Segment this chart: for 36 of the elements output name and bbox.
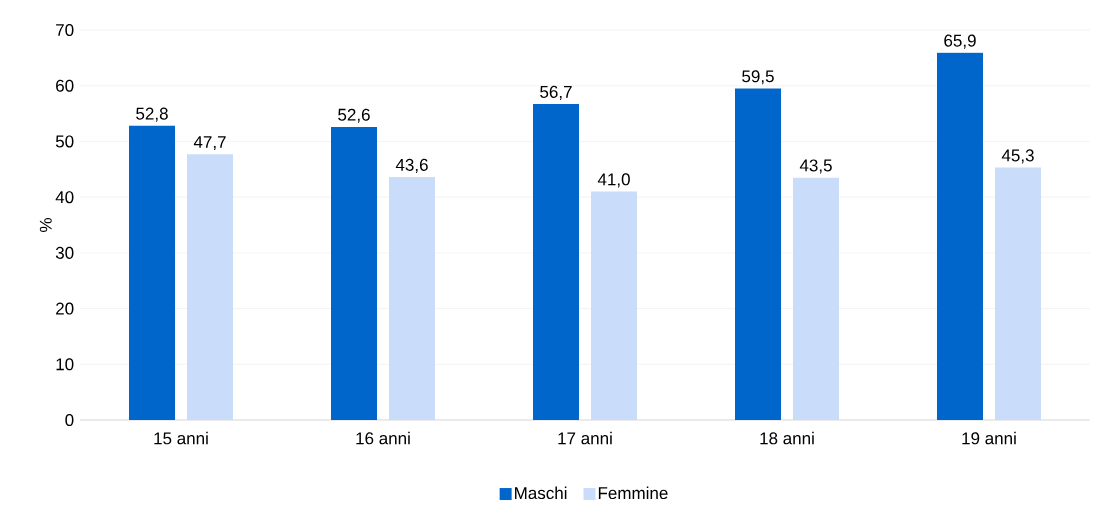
data-label: 43,5 (799, 159, 832, 174)
data-label: 52,6 (338, 108, 370, 123)
bar (792, 177, 839, 420)
y-tick-label: 70 (56, 23, 74, 37)
y-tick-label: 60 (56, 79, 74, 92)
bar (533, 104, 579, 420)
x-tick-label: 17 anni (558, 431, 612, 445)
x-tick-label: 18 anni (760, 431, 814, 445)
y-tick-label: 10 (56, 358, 74, 371)
legend-label: Maschi (515, 486, 567, 500)
bar (331, 126, 377, 420)
y-tick-label: 50 (55, 135, 74, 148)
x-tick-label: 16 anni (356, 431, 410, 445)
y-tick-label: 0 (65, 413, 74, 427)
data-label: 59,5 (742, 70, 774, 85)
x-tick-label: 19 anni (962, 431, 1016, 445)
data-label: 47,7 (193, 136, 226, 151)
data-label: 56,7 (540, 85, 572, 100)
data-label: 45,3 (1001, 149, 1034, 164)
y-tick-label: 20 (56, 302, 74, 315)
y-tick-label: 40 (55, 191, 74, 204)
x-tick-label: 15 anni (154, 431, 208, 445)
bar (389, 177, 435, 420)
data-label: 41,0 (597, 173, 630, 188)
bar (129, 125, 176, 420)
y-axis-title: % (39, 218, 52, 232)
bar (187, 154, 233, 420)
y-tick-label: 30 (55, 246, 74, 259)
bar (936, 52, 983, 420)
bar (591, 191, 637, 420)
bar (994, 167, 1041, 420)
data-label: 43,6 (395, 158, 428, 173)
data-label: 65,9 (944, 34, 976, 49)
data-label: 52,8 (136, 107, 168, 122)
bar (735, 88, 781, 420)
legend-label: Femmine (598, 486, 668, 500)
